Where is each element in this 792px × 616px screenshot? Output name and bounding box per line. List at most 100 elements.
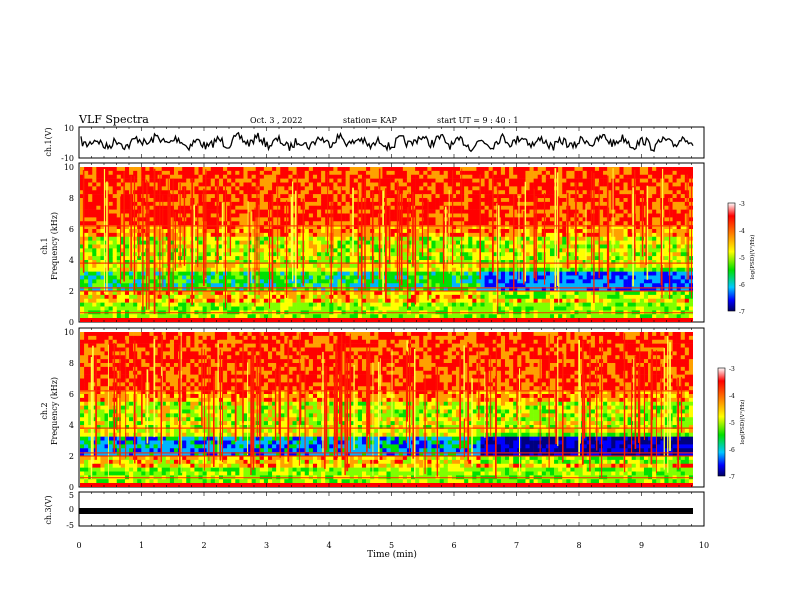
spectrogram-cell [276, 217, 280, 221]
spectrogram-cell [137, 233, 141, 237]
spectrogram-cell [235, 279, 239, 283]
spectrogram-cell [321, 221, 325, 225]
spectrogram-cell [546, 167, 550, 171]
spectrogram-cell [501, 264, 505, 268]
spectrogram-cell [207, 183, 211, 187]
spectrogram-cell [444, 186, 448, 190]
spectrogram-cell [154, 314, 158, 318]
spectrogram-cell [509, 307, 513, 311]
spectrogram-cell [427, 175, 431, 179]
spectrogram-cell [321, 276, 325, 280]
spectrogram-cell [374, 198, 378, 202]
spectrogram-cell [313, 295, 317, 299]
spectrogram-cell [199, 214, 203, 218]
spectrogram-cell [243, 252, 247, 256]
spectrogram-cell [321, 171, 325, 175]
spectrogram-cell [436, 179, 440, 183]
spectrogram-cell [260, 214, 264, 218]
spectrogram-cell [305, 206, 309, 210]
spectrogram-cell [149, 217, 153, 221]
spectrogram-cell [468, 186, 472, 190]
spectrogram-cell [92, 179, 96, 183]
spectrogram-cell [276, 303, 280, 307]
spectrogram-cell [395, 167, 399, 171]
spectrogram-cell [321, 241, 325, 245]
spectrogram-cell [538, 183, 542, 187]
spectrogram-cell [399, 183, 403, 187]
spectrogram-cell [391, 190, 395, 194]
spectrogram-cell [272, 175, 276, 179]
spectrogram-cell [505, 186, 509, 190]
spectrogram-cell [92, 276, 96, 280]
spectrogram-cell [530, 171, 534, 175]
spectrogram-cell [158, 303, 162, 307]
spectrogram-cell [460, 194, 464, 198]
spectrogram-cell [505, 217, 509, 221]
spectrogram-cell [186, 210, 190, 214]
spectrogram-cell [566, 167, 570, 171]
spectrogram-cell [125, 248, 129, 252]
spectrogram-cell [260, 210, 264, 214]
spectrogram-cell [342, 183, 346, 187]
spectrogram-cell [313, 233, 317, 237]
spectrogram-cell [464, 264, 468, 268]
spectrogram-cell [370, 283, 374, 287]
spectrogram-cell [464, 175, 468, 179]
spectrogram-cell [366, 279, 370, 283]
spectrogram-cell [268, 167, 272, 171]
spectrogram-cell [256, 283, 260, 287]
spectrogram-cell [276, 252, 280, 256]
spectrogram-cell [346, 179, 350, 183]
spectrogram-cell [362, 217, 366, 221]
spectrogram-cell [464, 214, 468, 218]
spectrogram-cell [391, 272, 395, 276]
spectrogram-cell [309, 237, 313, 241]
spectrogram-cell [297, 272, 301, 276]
spectrogram-cell [243, 303, 247, 307]
spectrogram-cell [301, 291, 305, 295]
spectrogram-cell [113, 248, 117, 252]
spectrogram-cell [468, 314, 472, 318]
spectrogram-cell [480, 217, 484, 221]
spectrogram-cell [497, 179, 501, 183]
spectrogram-cell [117, 314, 121, 318]
spectrogram-cell [485, 229, 489, 233]
spectrogram-cell [211, 214, 215, 218]
spectrogram-cell [182, 268, 186, 272]
spectrogram-cell [448, 279, 452, 283]
spectrogram-cell [288, 291, 292, 295]
spectrogram-cell [579, 167, 583, 171]
spectrogram-cell [178, 179, 182, 183]
spectrogram-cell [162, 221, 166, 225]
spectrogram-cell [227, 179, 231, 183]
spectrogram-cell [92, 206, 96, 210]
spectrogram-cell [333, 291, 337, 295]
spectrogram-cell [207, 214, 211, 218]
spectrogram-cell [448, 217, 452, 221]
spectrogram-cell [305, 283, 309, 287]
spectrogram-cell [505, 202, 509, 206]
spectrogram-cell [354, 229, 358, 233]
spectrogram-cell [460, 241, 464, 245]
spectrogram-cell [509, 233, 513, 237]
spectrogram-cell [235, 198, 239, 202]
spectrogram-cell [509, 283, 513, 287]
spectrogram-cell [570, 256, 574, 260]
spectrogram-cell [133, 241, 137, 245]
spectrogram-cell [366, 206, 370, 210]
spectrogram-cell [558, 171, 562, 175]
spectrogram-cell [354, 303, 358, 307]
spectrogram-cell [211, 198, 215, 202]
spectrogram-cell [530, 179, 534, 183]
spectrogram-cell [96, 252, 100, 256]
spectrogram-cell [137, 307, 141, 311]
spectrogram-cell [444, 299, 448, 303]
spectrogram-cell [562, 202, 566, 206]
spectrogram-cell [117, 283, 121, 287]
spectrogram-cell [415, 190, 419, 194]
spectrogram-cell [472, 303, 476, 307]
spectrogram-cell [280, 179, 284, 183]
spectrogram-cell [301, 303, 305, 307]
spectrogram-cell [272, 314, 276, 318]
spectrogram-cell [260, 206, 264, 210]
